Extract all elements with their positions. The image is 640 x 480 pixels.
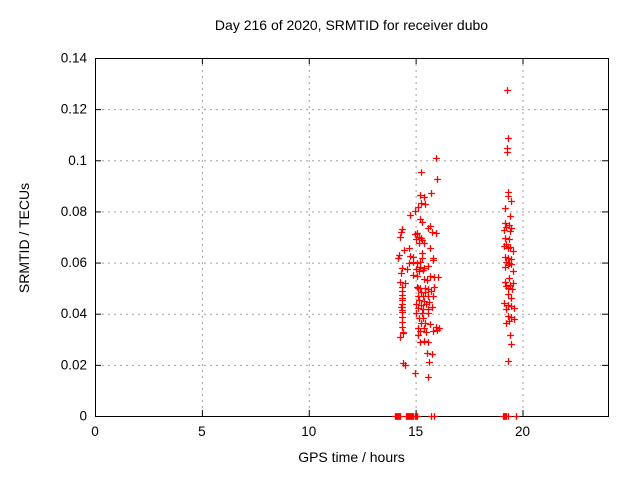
y-tick-label: 0.06 <box>61 255 87 270</box>
data-point-markers <box>392 87 520 420</box>
x-tick-label: 20 <box>515 424 530 439</box>
plot-border <box>95 58 609 417</box>
y-tick-label: 0 <box>79 409 87 424</box>
y-tick-label: 0.1 <box>68 153 87 168</box>
x-axis-label: GPS time / hours <box>298 449 405 465</box>
x-tick-labels: 0 5 10 15 20 <box>91 424 530 439</box>
y-tick-labels: 0 0.02 0.04 0.06 0.08 0.1 0.12 0.14 <box>61 51 88 424</box>
x-tick-label: 10 <box>301 424 316 439</box>
x-tick-label: 5 <box>198 424 206 439</box>
y-tick-label: 0.02 <box>61 357 87 372</box>
chart-title: Day 216 of 2020, SRMTID for receiver dub… <box>214 17 489 33</box>
x-tick-label: 0 <box>91 424 99 439</box>
y-tick-label: 0.04 <box>61 306 88 321</box>
tick-marks <box>95 58 608 417</box>
y-tick-label: 0.12 <box>61 102 87 117</box>
y-tick-label: 0.14 <box>61 51 88 66</box>
x-tick-label: 15 <box>408 424 423 439</box>
y-tick-label: 0.08 <box>61 204 87 219</box>
grid-lines <box>102 64 601 410</box>
